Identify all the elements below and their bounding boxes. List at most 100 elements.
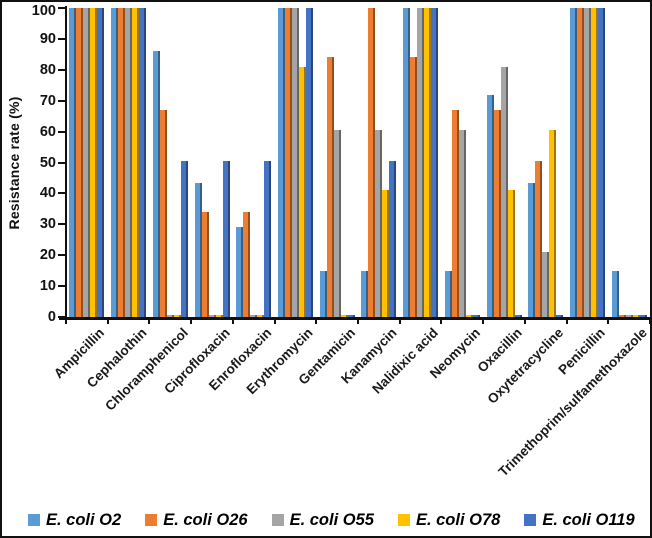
legend: E. coli O2 E. coli O26 E. coli O55 E. coli … <box>28 508 635 532</box>
legend-label: E. coli O2 <box>46 510 122 529</box>
bar <box>542 252 550 317</box>
bar <box>201 211 209 317</box>
bar <box>632 315 640 317</box>
x-tick-mark <box>482 319 485 324</box>
bar <box>215 315 223 317</box>
bar <box>556 315 564 317</box>
x-tick-mark <box>231 319 234 324</box>
x-tick-mark <box>273 319 276 324</box>
bar <box>264 160 272 317</box>
y-tick-label: 20 <box>39 247 56 264</box>
bar <box>590 8 598 317</box>
bar <box>305 8 313 317</box>
bar <box>361 270 369 317</box>
legend-item: E. coli O55 <box>271 510 374 530</box>
x-axis-line <box>59 317 650 320</box>
bar <box>243 211 251 317</box>
bar <box>298 66 306 317</box>
x-axis-label: Oxytetracycline <box>484 325 567 407</box>
bar <box>326 57 334 317</box>
y-tick-mark <box>58 68 66 71</box>
bar <box>173 315 181 317</box>
y-tick-label: 50 <box>39 154 56 171</box>
x-tick-mark <box>649 319 650 324</box>
x-tick-mark <box>523 319 526 324</box>
y-tick-label: 70 <box>39 92 56 109</box>
x-tick-mark <box>106 319 109 324</box>
x-tick-mark <box>357 319 359 324</box>
bar <box>493 109 501 317</box>
bar <box>333 130 341 317</box>
legend-label: E. coli O119 <box>542 510 635 529</box>
bar <box>194 182 202 317</box>
bar <box>118 8 126 317</box>
bar <box>549 130 557 317</box>
legend-swatch <box>524 514 537 526</box>
bar <box>528 182 536 317</box>
bar <box>250 315 258 317</box>
bar <box>597 8 605 317</box>
y-tick-label: 30 <box>39 216 56 233</box>
bar <box>319 270 327 317</box>
x-tick-mark <box>398 319 401 324</box>
bar <box>125 8 133 317</box>
bar <box>611 270 619 317</box>
legend-item: E. coli O2 <box>28 511 121 530</box>
bar <box>431 8 439 317</box>
x-tick-mark <box>148 319 151 324</box>
y-tick-mark <box>58 37 66 40</box>
y-tick-mark <box>58 130 66 133</box>
bar <box>340 315 348 317</box>
bar <box>152 51 160 317</box>
bar <box>368 8 376 317</box>
x-tick-mark <box>565 319 568 324</box>
y-tick-mark <box>58 161 66 164</box>
legend-swatch <box>271 514 284 526</box>
legend-label: E. coli O55 <box>289 510 374 529</box>
bar <box>458 130 466 317</box>
bar <box>576 8 584 317</box>
bar <box>132 8 140 317</box>
bar <box>257 315 265 317</box>
x-tick-mark <box>440 319 443 324</box>
bar <box>222 160 230 317</box>
bar <box>535 160 543 317</box>
y-tick-label: 40 <box>39 185 56 202</box>
bar <box>472 315 480 317</box>
bar <box>139 8 147 317</box>
bar <box>514 315 522 317</box>
y-tick-mark <box>58 192 66 195</box>
x-tick-mark <box>190 319 193 324</box>
bar <box>417 8 425 317</box>
bar <box>277 8 285 317</box>
bar <box>618 315 626 317</box>
legend-swatch <box>145 514 158 526</box>
bar <box>500 66 508 317</box>
bar <box>424 8 432 317</box>
bar <box>389 160 397 317</box>
bar <box>236 227 244 317</box>
y-tick-mark <box>58 99 66 102</box>
bar <box>166 315 174 317</box>
legend-label: E. coli O78 <box>415 510 501 529</box>
bar <box>507 190 515 317</box>
y-tick-label: 0 <box>47 309 56 325</box>
bar <box>465 315 473 317</box>
bar <box>410 57 418 317</box>
y-tick-label: 10 <box>39 278 56 295</box>
bar <box>284 8 292 317</box>
bar <box>569 8 577 317</box>
y-tick-mark <box>58 316 66 318</box>
x-tick-mark <box>65 319 67 324</box>
y-axis-line <box>65 6 67 319</box>
bar <box>403 8 411 317</box>
legend-item: E. coli O119 <box>524 510 635 530</box>
bar <box>451 109 459 317</box>
bar <box>486 94 494 317</box>
legend-label: E. coli O26 <box>163 510 248 529</box>
y-tick-mark <box>58 254 66 257</box>
bar <box>291 8 299 317</box>
y-tick-mark <box>58 285 66 288</box>
bar <box>159 109 167 317</box>
